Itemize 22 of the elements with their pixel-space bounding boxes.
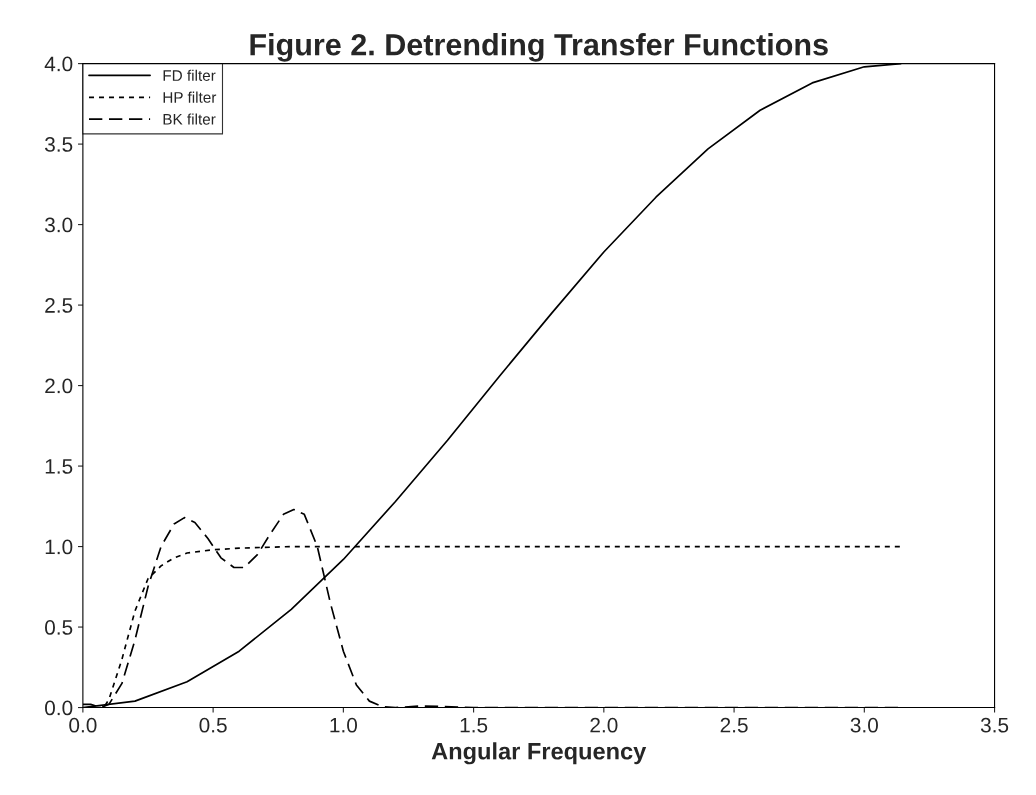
y-tick-label: 3.5: [44, 137, 73, 152]
x-tick-label: 2.5: [720, 717, 748, 733]
x-tick-label: 2.0: [590, 717, 618, 733]
legend-label: HP filter: [163, 91, 217, 103]
x-tick-label: 1.5: [460, 718, 488, 733]
x-tick-label: 3.5: [980, 717, 1009, 733]
x-tick-label: 0.5: [199, 717, 227, 733]
x-tick-label: 3.0: [850, 717, 878, 733]
x-axis-title: Angular Frequency: [431, 742, 647, 765]
y-tick-label: 0.0: [45, 700, 73, 716]
y-tick-label: 2.0: [45, 378, 73, 394]
y-tick-label: 2.5: [45, 298, 73, 313]
legend-label: FD filter: [163, 69, 216, 81]
y-tick-label: 3.0: [44, 217, 73, 233]
x-tick-label: 0.0: [69, 717, 97, 733]
y-tick-label: 0.5: [45, 620, 73, 635]
y-tick-label: 1.0: [45, 539, 73, 555]
chart-title: Figure 2. Detrending Transfer Functions: [250, 33, 828, 62]
legend-label: BK filter: [163, 113, 216, 125]
x-tick-label: 1.0: [330, 717, 358, 733]
y-tick-label: 4.0: [44, 56, 73, 72]
y-tick-label: 1.5: [45, 459, 73, 474]
